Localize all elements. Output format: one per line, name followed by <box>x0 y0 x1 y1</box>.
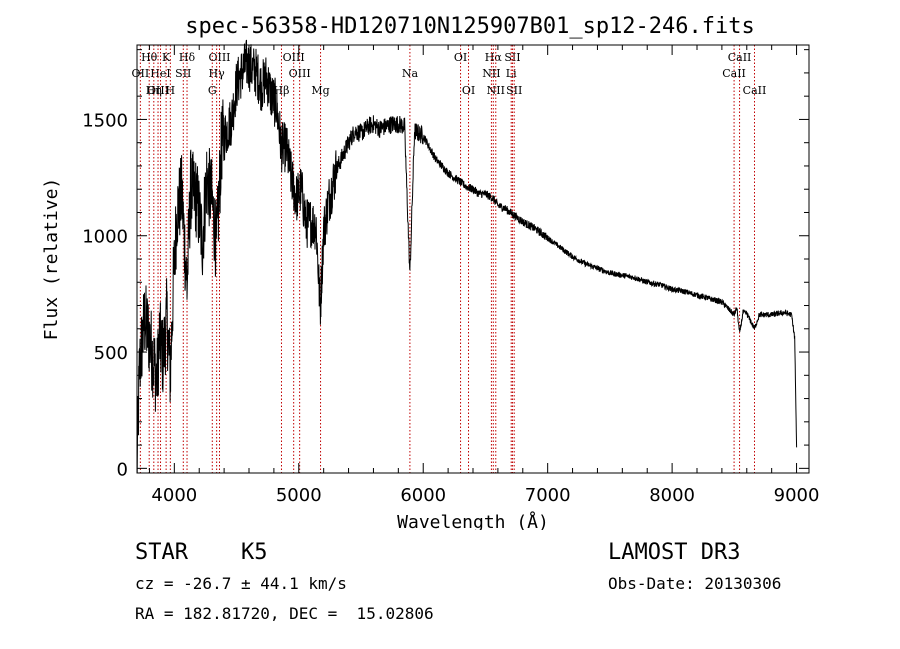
x-axis-label: Wavelength (Å) <box>397 511 549 530</box>
chart-title: spec-56358-HD120710N125907B01_sp12-246.f… <box>185 14 755 39</box>
line-marker-label: SII <box>175 67 191 80</box>
line-marker-label: NII <box>487 84 505 97</box>
line-marker-label: Hβ <box>274 84 290 97</box>
line-marker-label: OIII <box>283 51 305 64</box>
y-tick-label: 0 <box>117 459 128 480</box>
line-marker-label: Li <box>506 67 517 80</box>
line-marker-label: Hδ <box>179 51 196 64</box>
line-marker-label: OI <box>462 84 475 97</box>
x-tick-label: 9000 <box>774 485 820 506</box>
line-marker-label: OIII <box>208 51 230 64</box>
x-tick-label: 6000 <box>400 485 446 506</box>
redshift-text: cz = -26.7 ± 44.1 km/s <box>135 574 347 593</box>
spectrum-series <box>136 39 798 474</box>
line-marker-label: K <box>162 51 171 64</box>
line-marker-label: CaII <box>728 51 752 64</box>
line-marker-label: Hγ <box>209 67 226 80</box>
x-tick-label: 5000 <box>276 485 322 506</box>
obs-date-text: Obs-Date: 20130306 <box>608 574 782 593</box>
y-axis-label: Flux (relative) <box>41 178 62 341</box>
line-marker-label: H <box>166 84 176 97</box>
line-marker-label: G <box>208 84 217 97</box>
spectrum-line <box>136 39 798 474</box>
y-tick-label: 1000 <box>82 227 128 248</box>
line-marker-label: Hη <box>146 84 162 97</box>
x-tick-label: 7000 <box>525 485 571 506</box>
coordinates-text: RA = 182.81720, DEC = 15.02806 <box>135 604 434 623</box>
line-marker-label: HeI <box>150 67 170 80</box>
survey-name: LAMOST DR3 <box>608 540 741 565</box>
object-class: STAR <box>135 540 188 565</box>
line-marker-label: Hθ <box>141 51 158 64</box>
x-tick-label: 4000 <box>151 485 197 506</box>
line-marker-label: NII <box>482 67 500 80</box>
line-marker-label: Na <box>402 67 419 80</box>
line-marker-label: Hα <box>485 51 503 64</box>
spectrum-chart: spec-56358-HD120710N125907B01_sp12-246.f… <box>41 14 820 530</box>
line-marker-label: SII <box>506 84 522 97</box>
y-axis: 0 500 1000 1500 <box>82 49 809 480</box>
line-marker-label: Mg <box>311 84 329 97</box>
line-marker-label: CaII <box>722 67 746 80</box>
x-tick-label: 8000 <box>649 485 695 506</box>
line-marker-label: OIII <box>289 67 311 80</box>
y-tick-label: 500 <box>94 343 128 364</box>
x-axis: 4000 5000 6000 7000 8000 9000 <box>148 45 820 506</box>
subclass: K5 <box>241 540 268 565</box>
line-marker-label: SII <box>504 51 520 64</box>
line-marker-label: OIII <box>147 84 169 97</box>
y-tick-label: 1500 <box>82 110 128 131</box>
line-marker-label: OI <box>454 51 467 64</box>
line-marker-label: CaII <box>743 84 767 97</box>
line-marker-label: OII <box>132 67 150 80</box>
